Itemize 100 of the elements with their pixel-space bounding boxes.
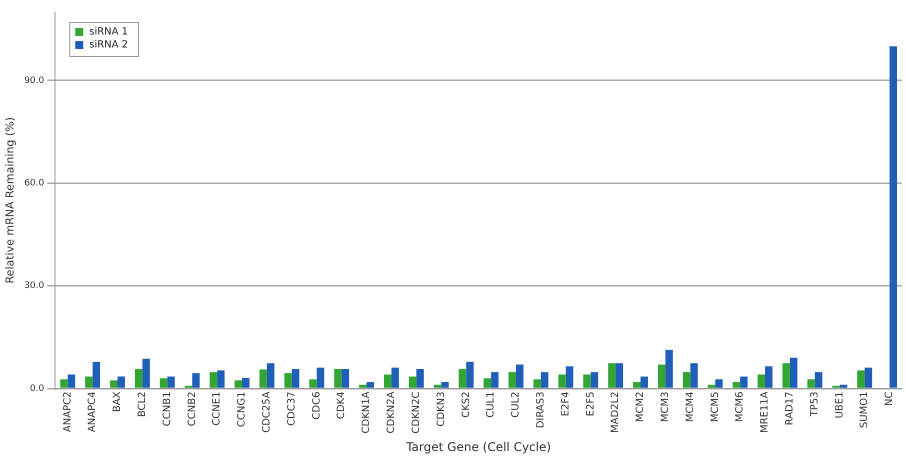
bar xyxy=(616,363,624,388)
x-tick-label: MCM3 xyxy=(660,392,671,422)
legend-label: siRNA 2 xyxy=(89,40,128,51)
bar xyxy=(217,370,225,388)
bar xyxy=(790,358,798,388)
x-tick-label: ANAPC4 xyxy=(87,392,98,432)
bar xyxy=(68,374,76,388)
bar xyxy=(85,376,93,388)
x-tick-label: CDC37 xyxy=(286,392,298,426)
bar xyxy=(758,374,766,388)
bar xyxy=(259,369,267,388)
bar xyxy=(359,384,367,388)
x-tick-label: RAD17 xyxy=(784,392,796,426)
bar xyxy=(334,369,342,388)
x-tick-label: BCL2 xyxy=(137,392,148,418)
x-tick-label: MRE11A xyxy=(760,391,771,434)
bar xyxy=(540,372,548,388)
bar xyxy=(60,379,68,388)
x-tick-label: BAX xyxy=(112,391,124,412)
x-tick-label: MCM2 xyxy=(635,392,646,422)
bar xyxy=(384,374,392,388)
bar xyxy=(416,369,424,388)
legend-label: siRNA 1 xyxy=(89,26,128,38)
x-tick-label: ANAPC2 xyxy=(62,392,74,432)
x-tick-label: NC xyxy=(884,392,896,406)
bar xyxy=(765,366,772,388)
bar xyxy=(134,369,142,388)
x-tick-label: CCNB1 xyxy=(162,392,173,426)
bar xyxy=(533,379,541,388)
bar xyxy=(110,380,118,388)
bar xyxy=(366,382,374,388)
bar xyxy=(740,376,748,388)
x-axis-title: Target Gene (Cell Cycle) xyxy=(405,440,552,454)
x-tick-label: MCM5 xyxy=(710,392,721,422)
x-tick-label: SUMO1 xyxy=(859,392,870,428)
bar xyxy=(516,364,524,388)
x-tick-label: CKS2 xyxy=(460,392,472,418)
bar xyxy=(167,376,175,388)
x-tick-label: MCM6 xyxy=(734,392,746,422)
bar xyxy=(665,350,673,388)
x-tick-label: E2F4 xyxy=(560,392,572,416)
bar xyxy=(266,363,274,388)
bar xyxy=(715,379,723,388)
bar xyxy=(284,373,292,388)
bar xyxy=(840,384,848,388)
bar xyxy=(484,378,492,388)
bar xyxy=(857,370,865,388)
bar xyxy=(558,374,566,388)
bar xyxy=(142,358,150,388)
bar xyxy=(242,378,250,388)
x-tick-label: CDK4 xyxy=(336,392,348,420)
x-tick-label: CDC25A xyxy=(262,391,273,433)
bar xyxy=(192,373,200,388)
x-tick-label: CCNG1 xyxy=(236,392,248,428)
x-tick-label: CDKN2A xyxy=(386,391,398,434)
x-tick-label: CUL2 xyxy=(510,392,522,418)
x-tick-label: CDKN3 xyxy=(436,392,447,427)
bar xyxy=(590,372,598,388)
bar xyxy=(682,372,690,388)
bar xyxy=(458,369,466,388)
bar xyxy=(316,368,324,388)
bar xyxy=(342,369,350,388)
bar xyxy=(160,378,168,388)
bar xyxy=(690,363,698,388)
bar xyxy=(408,376,416,388)
x-tick-label: CDKN2C xyxy=(410,392,422,434)
x-tick-label: CCNE1 xyxy=(212,392,223,426)
bar xyxy=(732,382,740,388)
bar xyxy=(814,372,822,388)
x-tick-label: CUL1 xyxy=(486,392,497,418)
bar xyxy=(234,380,242,388)
bar xyxy=(807,379,815,388)
bar xyxy=(391,368,399,388)
y-tick-label: 60.0 xyxy=(24,178,45,188)
x-tick-label: MAD2L2 xyxy=(610,392,622,434)
bar xyxy=(441,382,449,388)
bar xyxy=(566,366,574,388)
bar xyxy=(890,46,898,388)
x-tick-label: MCM4 xyxy=(684,392,696,422)
x-tick-label: CCNB2 xyxy=(186,392,198,426)
bar xyxy=(210,372,218,388)
x-tick-label: E2F5 xyxy=(585,392,596,416)
bar xyxy=(466,362,474,388)
x-tick-label: UBE1 xyxy=(834,392,846,418)
bar xyxy=(640,376,648,388)
x-tick-label: CDKN1A xyxy=(361,391,372,434)
y-tick-label: 0.0 xyxy=(30,384,44,394)
bar xyxy=(633,382,640,388)
bar xyxy=(292,369,300,388)
bar xyxy=(491,372,499,388)
x-tick-label: DIRAS3 xyxy=(535,392,546,428)
x-tick-label: TP53 xyxy=(809,392,820,418)
bar xyxy=(708,384,716,388)
bar xyxy=(782,363,790,388)
bar xyxy=(434,384,442,388)
bar xyxy=(583,374,591,388)
bar xyxy=(864,368,872,388)
x-tick-label: CDC6 xyxy=(311,392,322,420)
bar xyxy=(608,363,616,388)
bar xyxy=(118,376,125,388)
